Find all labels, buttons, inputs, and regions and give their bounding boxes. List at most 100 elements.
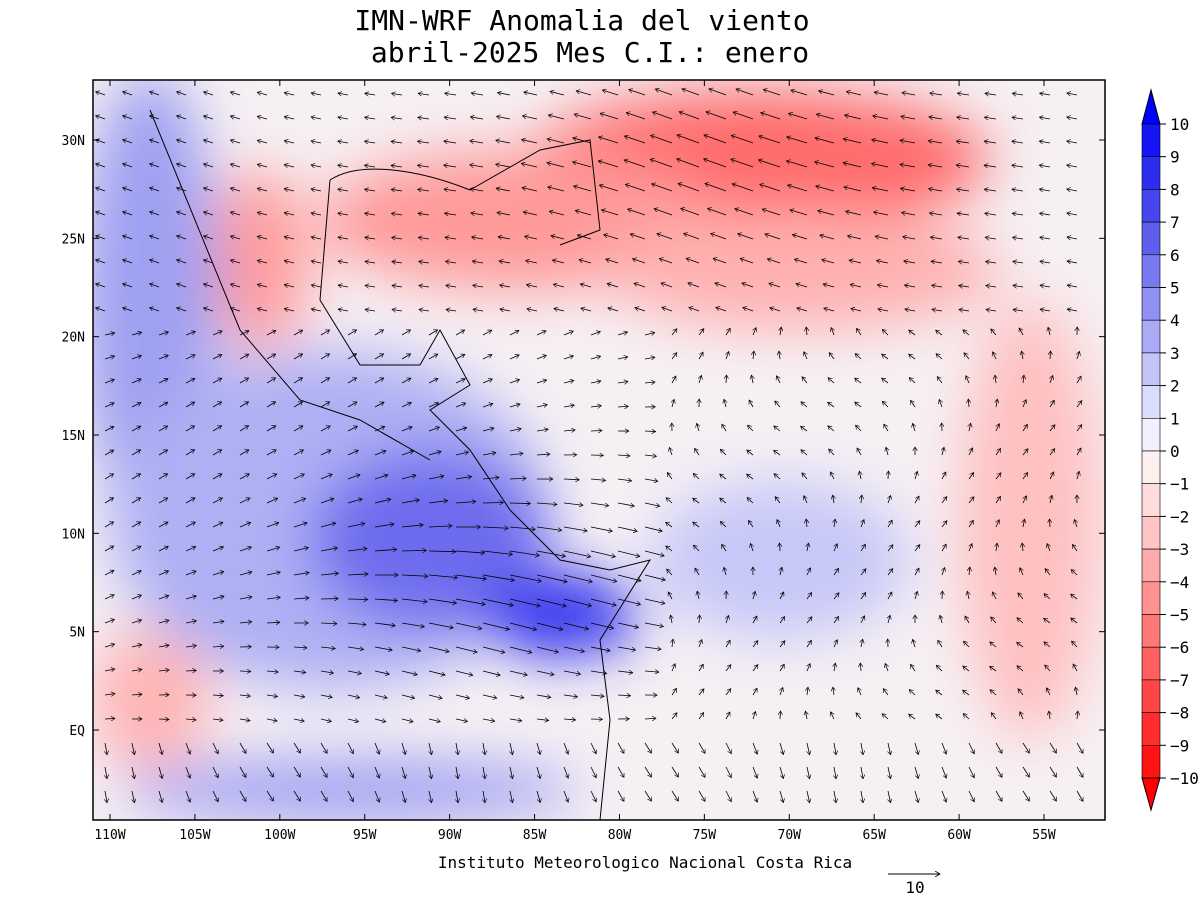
wind-vector	[878, 309, 889, 311]
wind-vector	[910, 664, 916, 672]
wind-vector	[509, 598, 540, 606]
wind-vector	[483, 766, 485, 779]
wind-vector	[347, 377, 357, 384]
wind-vector	[549, 211, 565, 216]
wind-vector	[1076, 742, 1083, 753]
wind-vector	[374, 426, 385, 432]
wind-vector	[563, 356, 573, 360]
wind-vector	[131, 403, 141, 408]
wind-vector	[470, 141, 484, 143]
wind-vector	[320, 742, 327, 753]
wind-vector	[104, 619, 114, 624]
wind-vector	[257, 236, 268, 239]
wind-vector	[320, 719, 331, 722]
wind-vector	[855, 354, 862, 360]
reference-label: 10	[905, 878, 924, 897]
wind-vector	[617, 622, 638, 627]
wind-vector	[936, 354, 943, 360]
wind-vector	[874, 92, 889, 96]
wind-vector	[626, 113, 646, 120]
wind-vector	[347, 671, 361, 674]
colorbar-label: −1	[1170, 475, 1189, 494]
wind-vector	[579, 260, 592, 264]
wind-vector	[320, 573, 338, 575]
wind-vector	[740, 258, 754, 264]
wind-vector	[693, 545, 700, 552]
wind-vector	[239, 331, 249, 336]
wind-vector	[1049, 711, 1050, 720]
wind-vector	[590, 671, 607, 674]
wind-vector	[1012, 165, 1024, 167]
wind-vector	[212, 695, 223, 696]
wind-vector	[177, 236, 187, 240]
wind-vector	[833, 687, 834, 696]
wind-vector	[1040, 261, 1051, 263]
wind-vector	[482, 379, 492, 384]
wind-vector	[177, 212, 187, 216]
wind-vector	[726, 375, 727, 384]
wind-vector	[419, 309, 430, 311]
wind-vector	[671, 376, 676, 384]
wind-vector	[1017, 666, 1024, 672]
wind-vector	[347, 499, 362, 504]
wind-vector	[1049, 519, 1050, 528]
wind-vector	[536, 380, 547, 383]
wind-vector	[883, 689, 889, 696]
wind-vector	[968, 520, 973, 528]
wind-vector	[716, 307, 727, 312]
wind-vector	[392, 261, 403, 263]
wind-vector	[693, 473, 700, 480]
wind-vector	[574, 114, 592, 120]
wind-vector	[150, 188, 160, 192]
wind-vector	[856, 328, 862, 336]
wind-vector	[779, 592, 784, 600]
wind-vector	[928, 141, 943, 143]
wind-vector	[786, 161, 808, 168]
wind-vector	[699, 375, 701, 384]
wind-vector	[1039, 117, 1051, 119]
wind-vector	[722, 544, 727, 552]
wind-vector	[995, 766, 1002, 777]
wind-vector	[887, 520, 893, 528]
wind-vector	[266, 425, 276, 432]
wind-vector	[320, 548, 338, 552]
wind-vector	[846, 211, 862, 216]
wind-vector	[779, 742, 783, 755]
wind-vector	[780, 688, 783, 696]
wind-vector	[939, 400, 942, 408]
wind-vector	[96, 164, 106, 168]
wind-vector	[996, 520, 999, 528]
colorbar-box	[1141, 483, 1161, 517]
wind-vector	[607, 284, 619, 288]
wind-vector	[834, 766, 836, 779]
wind-vector	[644, 790, 652, 801]
wind-vector	[338, 93, 349, 95]
wind-vector	[509, 453, 523, 455]
wind-vector	[401, 766, 405, 778]
wind-vector	[617, 479, 632, 481]
wind-vector	[984, 189, 997, 191]
wind-vector	[401, 719, 413, 722]
anomaly-field	[93, 80, 1105, 820]
wind-vector	[779, 617, 785, 624]
wind-vector	[882, 354, 889, 360]
wind-vector	[123, 236, 133, 240]
wind-vector	[914, 496, 919, 504]
wind-vector	[856, 713, 862, 720]
wind-vector	[338, 285, 349, 287]
wind-vector	[212, 474, 222, 480]
wind-vector	[311, 285, 322, 287]
colorbar-box	[1141, 712, 1161, 746]
wind-vector	[993, 352, 996, 360]
wind-vector	[509, 379, 520, 384]
wind-vector	[158, 426, 168, 432]
wind-vector	[230, 140, 241, 143]
wind-vector	[856, 425, 862, 432]
wind-vector	[455, 502, 476, 503]
wind-vector	[617, 742, 624, 753]
wind-vector	[239, 450, 249, 456]
colorbar-box	[1141, 254, 1161, 288]
wind-vector	[797, 308, 808, 312]
x-tick-label: 70W	[778, 828, 802, 843]
wind-vector	[801, 402, 808, 408]
